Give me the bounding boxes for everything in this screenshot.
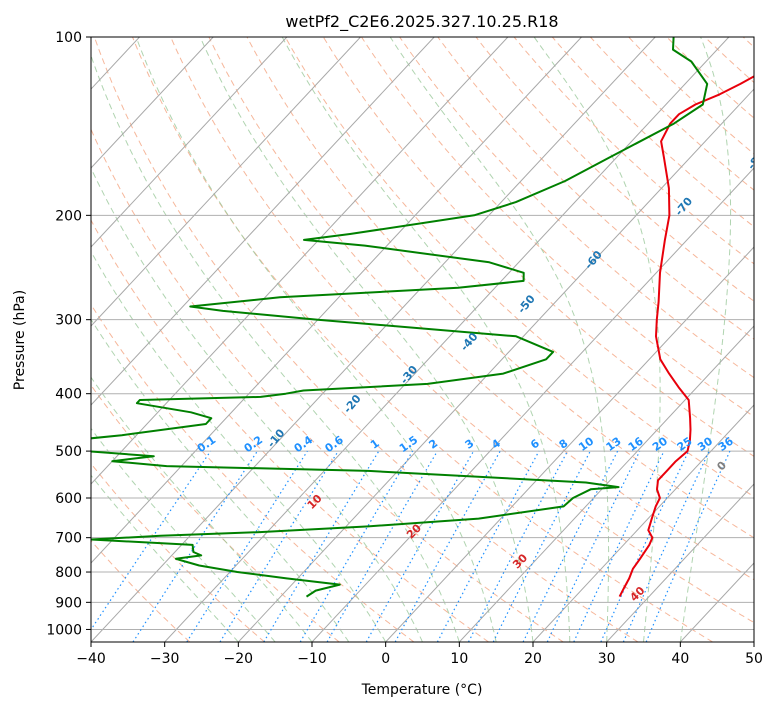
- dry-adiabat-line: [91, 128, 564, 642]
- moist-adiabat-line: [281, 37, 571, 642]
- dry-adiabat-line: [91, 462, 265, 642]
- isotherm-line: [91, 37, 435, 406]
- dry-adiabat-line: [246, 37, 754, 539]
- dry-adiabat-line: [284, 37, 754, 498]
- series-layer: [91, 37, 754, 598]
- isotherm-line: [237, 88, 754, 642]
- isotherm-line: [91, 37, 656, 642]
- moist-adiabat-line: [91, 54, 460, 642]
- y-tick-label: 900: [55, 595, 82, 611]
- mixing-ratio-line: [219, 450, 339, 642]
- x-tick-label: 0: [381, 651, 390, 667]
- chart-title: wetPf2_C2E6.2025.327.10.25.R18: [285, 12, 558, 32]
- y-tick-label: 700: [55, 531, 82, 547]
- mixing-ratio-line: [91, 450, 212, 631]
- y-tick-label: 800: [55, 565, 82, 581]
- moist-adiabat-line: [91, 166, 423, 642]
- moist-adiabat-line: [91, 250, 387, 642]
- x-axis-label: Temperature (°C): [361, 682, 483, 698]
- isotherm-line: [606, 483, 754, 642]
- x-tick-label: −30: [150, 651, 180, 667]
- mixing-ratio-line: [546, 450, 641, 642]
- isotherm-line: [91, 37, 288, 248]
- moist-adiabat-label: -80: [745, 148, 768, 172]
- x-tick-label: 30: [598, 651, 616, 667]
- plot-frame: [90, 36, 755, 643]
- mixing-ratio-line: [186, 450, 308, 642]
- isotherm-line: [91, 37, 509, 485]
- dry-adiabat-line: [170, 37, 754, 624]
- dry-adiabat-line: [91, 384, 340, 642]
- x-tick-label: −40: [76, 651, 106, 667]
- dry-adiabat-line: [91, 219, 489, 642]
- isotherm-line: [385, 246, 754, 642]
- dewpoint-profile-line: [91, 37, 709, 598]
- mixing-ratio-line: [326, 450, 438, 642]
- mixing-ratio-line: [522, 450, 619, 642]
- y-tick-label: 600: [55, 491, 82, 507]
- y-tick-label: 1000: [46, 622, 82, 638]
- y-tick-label: 300: [55, 313, 82, 329]
- x-tick-label: 40: [671, 651, 689, 667]
- isotherm-line: [0, 37, 66, 642]
- mixing-ratio-line: [299, 450, 414, 642]
- mixing-ratio-line: [263, 450, 380, 642]
- x-tick-label: −10: [297, 651, 327, 667]
- y-tick-label: 500: [55, 444, 82, 460]
- temperature-profile-line: [618, 75, 754, 598]
- isotherm-line: [91, 37, 361, 327]
- x-tick-label: 50: [745, 651, 763, 667]
- moist-adiabat-line: [135, 37, 497, 642]
- mixing-ratio-line: [436, 450, 540, 642]
- y-tick-label: 200: [55, 208, 82, 224]
- axis-layer: −40 −30 −20 −10 0 10 20 30 40 50 100 200 300 400 500 60…: [46, 30, 763, 667]
- x-tick-label: 10: [450, 651, 468, 667]
- isotherm-line: [753, 641, 754, 642]
- isotherm-line: [458, 325, 754, 642]
- isotherm-line: [91, 37, 214, 169]
- mixing-ratio-line: [132, 450, 258, 642]
- dry-adiabat-line: [475, 37, 754, 302]
- x-tick-label: −20: [224, 651, 254, 667]
- mixing-ratio-line: [573, 450, 665, 642]
- dry-adiabat-line: [91, 539, 191, 642]
- dry-adiabat-line: [93, 37, 639, 642]
- isotherm-line: [311, 167, 754, 642]
- moist-adiabat-line: [199, 37, 534, 642]
- x-tick-label: 20: [524, 651, 542, 667]
- isotherm-line: [164, 37, 730, 642]
- y-tick-label: 100: [55, 30, 82, 46]
- moist-adiabat-line: [91, 318, 350, 642]
- y-axis-label: Pressure (hPa): [12, 290, 28, 390]
- plot-background: [91, 37, 754, 642]
- dry-adiabat-line: [437, 37, 754, 340]
- moist-adiabat-line: [679, 37, 732, 642]
- moist-adiabat-line: [91, 427, 276, 642]
- dry-adiabat-line: [132, 37, 713, 642]
- isotherm-line: [532, 404, 754, 642]
- y-tick-label: 400: [55, 387, 82, 403]
